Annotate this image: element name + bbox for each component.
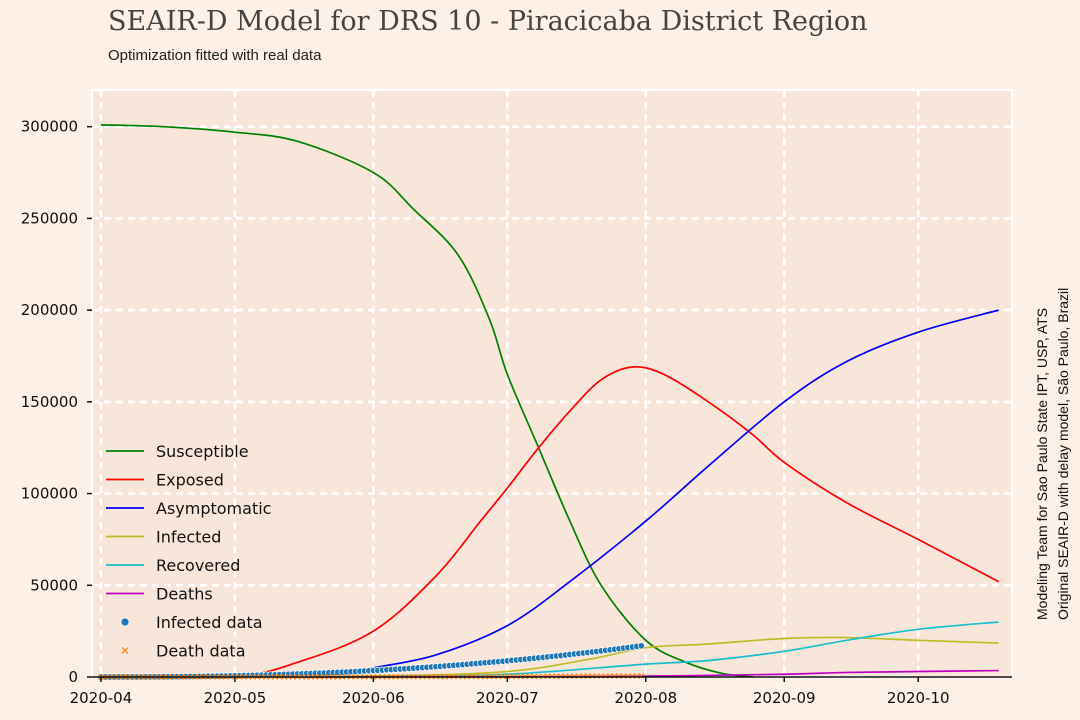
y-tick-label: 300000 — [21, 118, 78, 136]
legend-label-infected: Infected — [156, 528, 221, 547]
legend-label-death-data: Death data — [156, 642, 246, 661]
y-tick-label: 0 — [68, 668, 78, 686]
grid-lines — [92, 90, 1012, 677]
x-tick-label: 2020-09 — [753, 689, 816, 707]
x-tick-label: 2020-08 — [614, 689, 677, 707]
y-tick-label: 200000 — [21, 301, 78, 319]
series-line-exposed — [100, 365, 999, 679]
chart-subtitle: Optimization fitted with real data — [108, 47, 322, 64]
data-point — [637, 642, 645, 650]
data-point — [567, 673, 573, 680]
series-line-susceptible — [100, 124, 754, 678]
data-point — [589, 673, 596, 679]
data-point — [580, 673, 587, 680]
x-tick-label: 2020-06 — [342, 689, 405, 707]
data-point — [571, 673, 578, 680]
legend-swatch-infected-data — [120, 617, 130, 627]
x-tick-label: 2020-07 — [476, 689, 539, 707]
x-tick-label: 2020-04 — [70, 689, 133, 707]
y-tick-label: 250000 — [21, 209, 78, 227]
side-note-line1: Modeling Team for Sao Paulo State IPT, U… — [1034, 308, 1050, 620]
data-point — [593, 673, 600, 679]
axes: 2020-04 2020-05 2020-06 2020-07 2020-08 2020-… — [21, 118, 1012, 707]
data-point — [558, 673, 564, 680]
y-tick-label: 150000 — [21, 393, 78, 411]
data-point — [575, 673, 582, 680]
y-tick-label: 100000 — [21, 485, 78, 503]
legend-label-infected-data: Infected data — [156, 613, 263, 632]
legend-label-recovered: Recovered — [156, 556, 240, 575]
data-point — [562, 673, 569, 680]
chart-title: SEAIR-D Model for DRS 10 - Piracicaba Di… — [108, 6, 868, 37]
legend-swatch-death-data — [121, 647, 129, 654]
legend-label-deaths: Deaths — [156, 585, 213, 604]
legend: Susceptible Exposed Asymptomatic Infected Re… — [106, 442, 271, 661]
x-tick-label: 2020-10 — [887, 689, 950, 707]
legend-label-exposed: Exposed — [156, 471, 224, 490]
side-note-line2: Original SEAIR-D with delay model, São P… — [1055, 288, 1071, 620]
legend-label-asymptomatic: Asymptomatic — [156, 499, 271, 518]
legend-label-susceptible: Susceptible — [156, 442, 249, 461]
y-tick-label: 50000 — [30, 576, 78, 594]
plot-area — [91, 89, 1013, 678]
data-point — [584, 673, 591, 679]
x-tick-label: 2020-05 — [204, 689, 267, 707]
